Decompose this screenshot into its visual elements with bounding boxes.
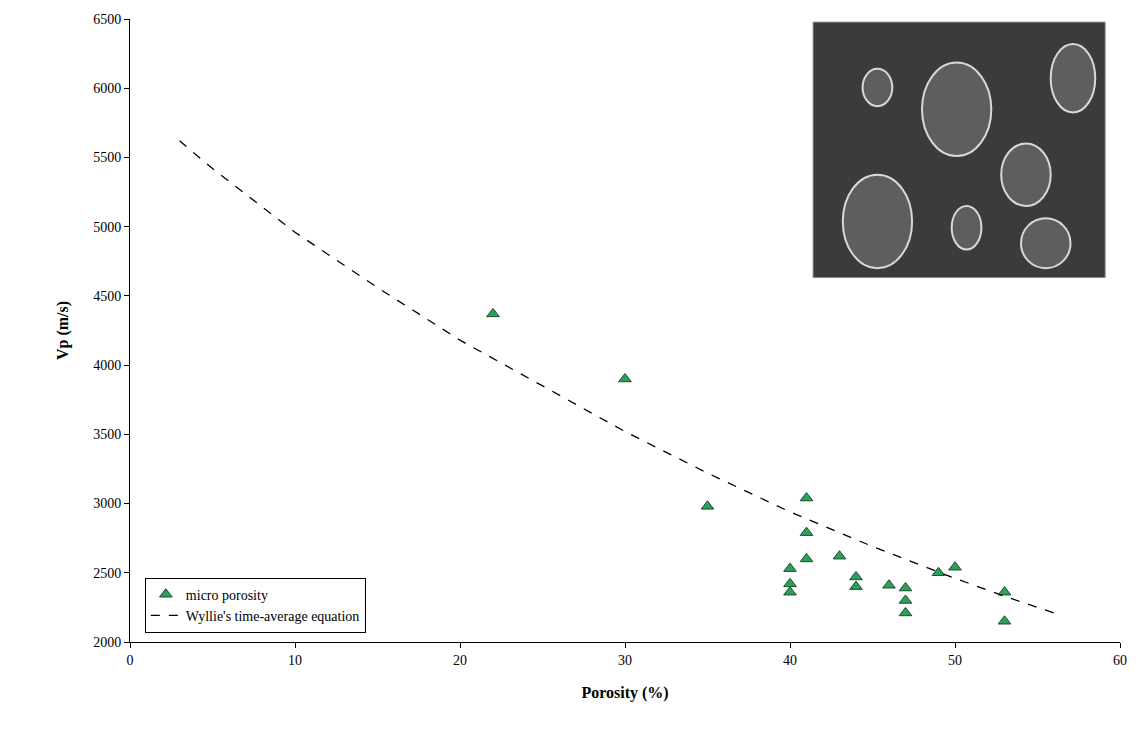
svg-text:20: 20: [453, 653, 467, 668]
svg-text:5500: 5500: [93, 150, 121, 165]
svg-text:2000: 2000: [93, 635, 121, 650]
svg-text:2500: 2500: [93, 566, 121, 581]
svg-text:micro porosity: micro porosity: [186, 588, 268, 603]
svg-text:3000: 3000: [93, 496, 121, 511]
svg-text:60: 60: [1113, 653, 1127, 668]
svg-text:5000: 5000: [93, 220, 121, 235]
svg-text:3500: 3500: [93, 427, 121, 442]
svg-text:40: 40: [783, 653, 797, 668]
svg-text:Vp (m/s): Vp (m/s): [54, 301, 72, 360]
svg-text:4500: 4500: [93, 289, 121, 304]
svg-text:Porosity (%): Porosity (%): [581, 684, 668, 702]
svg-text:6000: 6000: [93, 81, 121, 96]
svg-text:50: 50: [948, 653, 962, 668]
svg-text:4000: 4000: [93, 358, 121, 373]
svg-text:Wyllie's time-average equation: Wyllie's time-average equation: [186, 609, 360, 624]
svg-text:30: 30: [618, 653, 632, 668]
svg-text:10: 10: [288, 653, 302, 668]
svg-text:0: 0: [127, 653, 134, 668]
svg-text:6500: 6500: [93, 12, 121, 27]
